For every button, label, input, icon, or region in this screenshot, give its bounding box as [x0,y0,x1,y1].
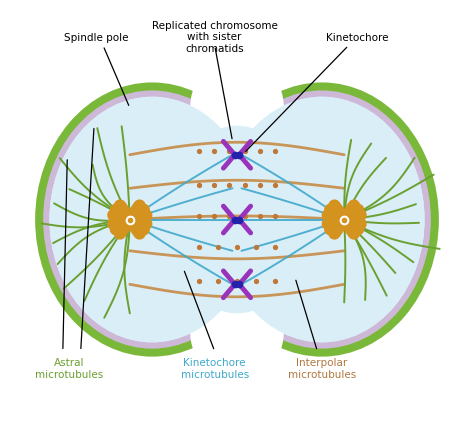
Ellipse shape [190,280,284,383]
Ellipse shape [219,97,425,342]
Text: Interpolar
microtubules: Interpolar microtubules [288,358,356,379]
Ellipse shape [151,107,323,332]
Ellipse shape [35,82,269,357]
Text: Replicated chromosome
with sister
chromatids: Replicated chromosome with sister chroma… [152,21,278,54]
Ellipse shape [43,90,261,349]
Ellipse shape [219,97,425,342]
Ellipse shape [49,97,255,342]
Ellipse shape [159,115,315,324]
Ellipse shape [205,82,439,357]
Ellipse shape [49,97,255,342]
Ellipse shape [213,90,431,349]
Ellipse shape [190,56,284,159]
Text: Astral
microtubules: Astral microtubules [36,358,104,379]
Text: Kinetochore: Kinetochore [326,33,389,43]
Ellipse shape [168,126,306,313]
Ellipse shape [165,121,309,318]
Text: Kinetochore
microtubules: Kinetochore microtubules [181,358,249,379]
Text: Spindle pole: Spindle pole [64,33,128,43]
